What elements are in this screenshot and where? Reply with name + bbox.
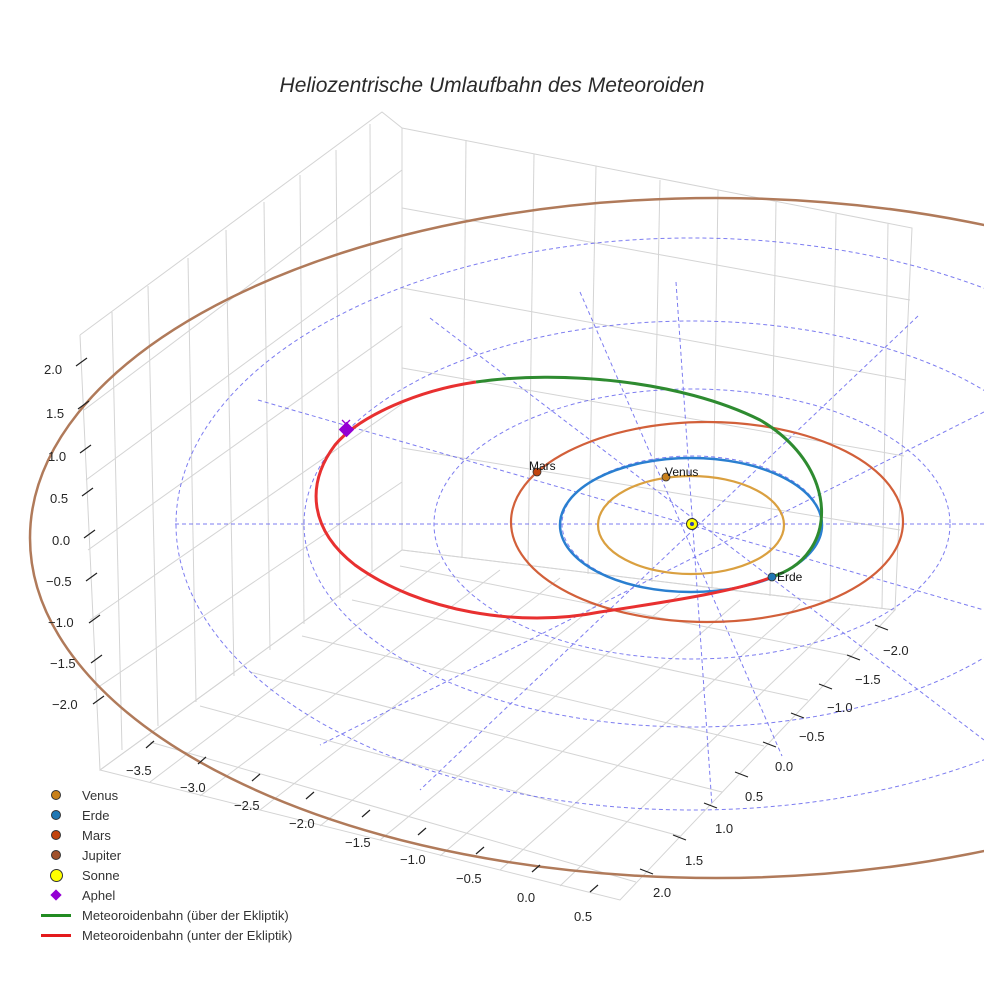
svg-text:1.0: 1.0 xyxy=(715,821,733,836)
diamond-icon xyxy=(50,889,62,901)
erde-dot-icon xyxy=(51,810,61,820)
aphel-cross-icon xyxy=(341,419,351,429)
erde-marker[interactable] xyxy=(767,572,777,582)
svg-text:−0.5: −0.5 xyxy=(456,871,482,886)
svg-text:−2.5: −2.5 xyxy=(234,798,260,813)
mars-dot-icon xyxy=(51,830,61,840)
legend: Venus Erde Mars Jupiter Sonne Aphel Mete… xyxy=(38,785,292,945)
svg-text:−1.5: −1.5 xyxy=(50,656,76,671)
mars-label: Mars xyxy=(529,459,556,473)
orbit-mars xyxy=(509,420,905,624)
x-axis-labels: −3.5 −3.0 −2.5 −2.0 −1.5 −1.0 −0.5 0.0 0… xyxy=(126,763,592,924)
svg-text:−0.5: −0.5 xyxy=(799,729,825,744)
legend-item-jupiter[interactable]: Jupiter xyxy=(38,845,292,865)
x-axis xyxy=(145,740,599,893)
svg-text:0.5: 0.5 xyxy=(574,909,592,924)
reference-grid-dashed xyxy=(175,237,984,811)
svg-text:0.0: 0.0 xyxy=(775,759,793,774)
legend-item-venus[interactable]: Venus xyxy=(38,785,292,805)
orbit-venus xyxy=(596,474,786,576)
svg-text:−3.0: −3.0 xyxy=(180,780,206,795)
y-axis-labels: −2.0 −1.5 −1.0 −0.5 0.0 0.5 1.0 1.5 2.0 xyxy=(653,643,909,900)
legend-item-mars[interactable]: Mars xyxy=(38,825,292,845)
svg-text:−1.5: −1.5 xyxy=(855,672,881,687)
legend-item-orbit-below[interactable]: Meteoroidenbahn (unter der Ekliptik) xyxy=(38,925,292,945)
meteoroid-orbit-above xyxy=(475,375,824,579)
meteoroid-orbit-below xyxy=(314,380,773,620)
svg-text:−2.0: −2.0 xyxy=(52,697,78,712)
svg-text:−2.0: −2.0 xyxy=(289,816,315,831)
sun-center-icon xyxy=(690,522,694,526)
svg-text:−1.0: −1.0 xyxy=(400,852,426,867)
svg-text:2.0: 2.0 xyxy=(653,885,671,900)
green-line-icon xyxy=(41,913,71,917)
orbit-jupiter xyxy=(28,196,984,880)
z-axis xyxy=(75,357,105,705)
svg-text:−2.0: −2.0 xyxy=(883,643,909,658)
venus-marker[interactable] xyxy=(661,472,671,482)
svg-text:0.5: 0.5 xyxy=(50,491,68,506)
red-line-icon xyxy=(41,933,71,937)
z-axis-labels: 2.0 1.5 1.0 0.5 0.0 −0.5 −1.0 −1.5 −2.0 xyxy=(44,362,78,712)
legend-item-aphel[interactable]: Aphel xyxy=(38,885,292,905)
svg-text:0.0: 0.0 xyxy=(517,890,535,905)
sun-dot-icon xyxy=(49,868,63,882)
erde-label: Erde xyxy=(777,570,803,584)
svg-text:2.0: 2.0 xyxy=(44,362,62,377)
venus-label: Venus xyxy=(665,465,698,479)
grid-left-pane xyxy=(79,111,403,771)
svg-text:0.5: 0.5 xyxy=(745,789,763,804)
svg-text:−0.5: −0.5 xyxy=(46,574,72,589)
legend-item-orbit-above[interactable]: Meteoroidenbahn (über der Ekliptik) xyxy=(38,905,292,925)
venus-dot-icon xyxy=(51,790,61,800)
svg-text:−3.5: −3.5 xyxy=(126,763,152,778)
grid-floor xyxy=(99,549,897,901)
svg-text:1.5: 1.5 xyxy=(685,853,703,868)
svg-text:0.0: 0.0 xyxy=(52,533,70,548)
mars-marker[interactable] xyxy=(532,467,542,477)
svg-text:1.0: 1.0 xyxy=(48,449,66,464)
y-axis xyxy=(639,624,889,875)
svg-text:−1.0: −1.0 xyxy=(48,615,74,630)
orbit-erde xyxy=(558,456,824,594)
chart-title: Heliozentrische Umlaufbahn des Meteoroid… xyxy=(279,74,705,97)
jupiter-dot-icon xyxy=(51,850,61,860)
svg-text:1.5: 1.5 xyxy=(46,406,64,421)
svg-text:−1.5: −1.5 xyxy=(345,835,371,850)
legend-item-erde[interactable]: Erde xyxy=(38,805,292,825)
svg-text:−1.0: −1.0 xyxy=(827,700,853,715)
legend-item-sonne[interactable]: Sonne xyxy=(38,865,292,885)
